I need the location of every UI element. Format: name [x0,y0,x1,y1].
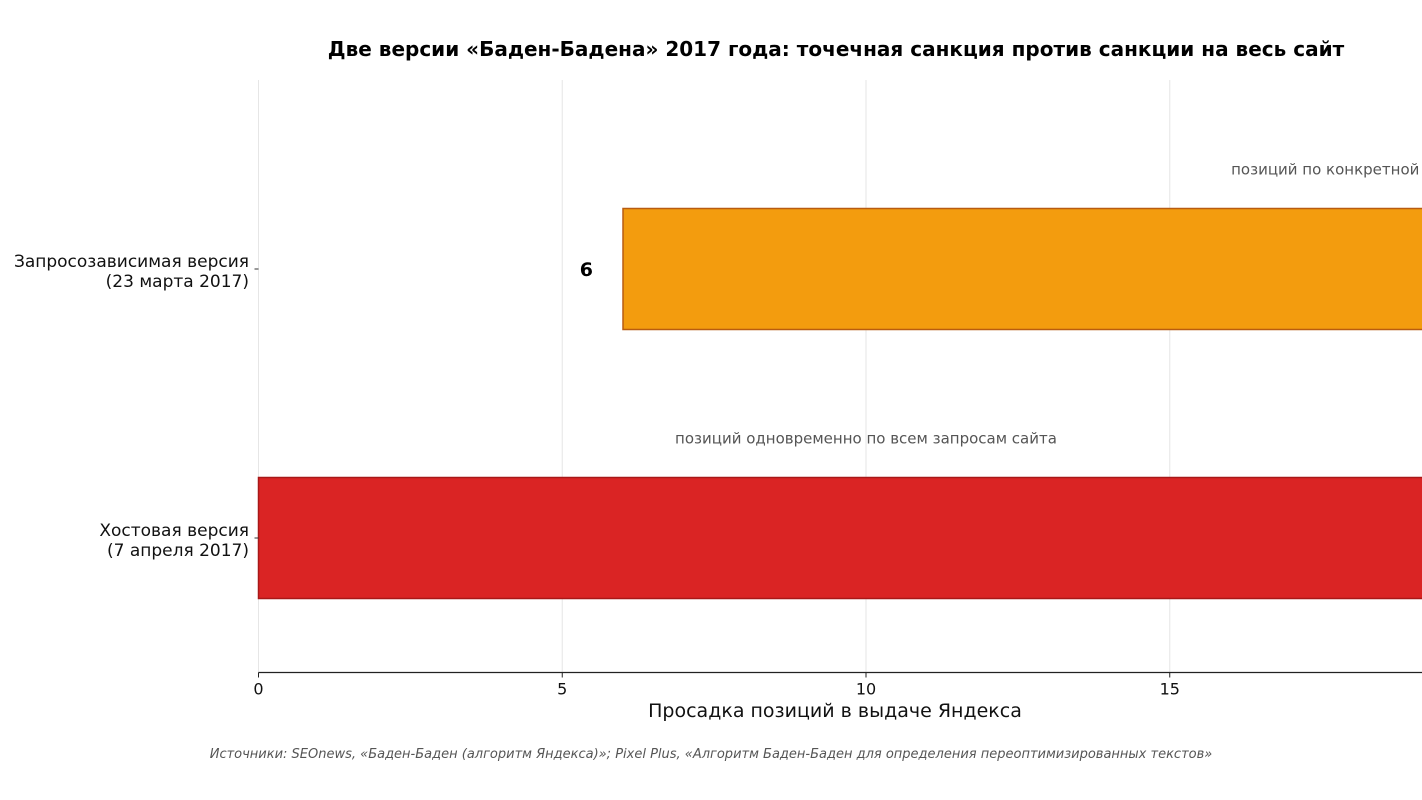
bar-annotation: позиций по конкретной фразе [1231,161,1422,179]
category-sublabel: (7 апреля 2017) [107,541,249,561]
source-note: Источники: SEOnews, «Баден-Баден (алгори… [210,747,1213,762]
x-tick-label: 0 [253,680,263,699]
x-tick-label: 5 [557,680,567,699]
bars [257,207,1422,600]
category-label: Запросозависимая версия [14,252,249,272]
x-axis: 05101520253035 [253,268,1422,699]
labels: 630позиций по конкретной фразеЗапросозав… [14,161,1422,562]
category-sublabel: (23 марта 2017) [106,272,249,292]
bar-start-label: 6 [580,259,593,281]
category-label: Хостовая версия [99,521,249,541]
bar-annotation: позиций одновременно по всем запросам са… [675,430,1057,448]
x-tick-label: 15 [1160,680,1180,699]
chart-title: Две версии «Баден-Бадена» 2017 года: точ… [328,37,1345,61]
bar [622,207,1422,331]
x-tick-label: 10 [856,680,876,699]
bar [257,476,1422,600]
x-axis-label: Просадка позиций в выдаче Яндекса [648,700,1022,722]
